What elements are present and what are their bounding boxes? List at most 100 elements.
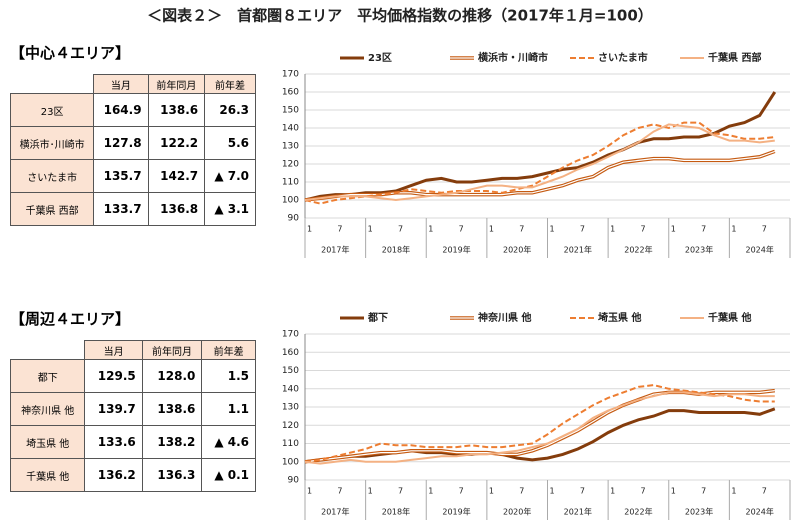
legend-label: 千葉県 他	[708, 311, 751, 324]
summary-table: 当月 前年同月 前年差 都下 129.5 128.0 1.5 神奈川県 他 139.7 138.6…	[9, 340, 256, 492]
legend-label: 横浜市・川崎市	[478, 51, 548, 64]
legend-label: 埼玉県 他	[598, 311, 641, 324]
y-tick-label: 100	[282, 196, 299, 206]
row-label: 神奈川県 他	[9, 392, 86, 426]
x-tick-label: 1	[610, 487, 615, 496]
column-header: 当月	[84, 340, 143, 360]
legend-label: さいたま市	[598, 51, 648, 64]
column-header: 前年差	[204, 74, 256, 94]
cell: 136.8	[147, 192, 206, 226]
cell: 135.7	[93, 159, 149, 193]
x-tick-label: 1	[731, 225, 736, 234]
legend-label: 都下	[367, 311, 388, 324]
x-tick-label: 7	[398, 225, 403, 234]
cell: ▲ 7.0	[204, 159, 256, 193]
cell: 5.6	[204, 126, 256, 160]
x-tick-label: 1	[489, 225, 494, 234]
year-label: 2022年	[624, 245, 652, 255]
x-tick-label: 7	[701, 225, 706, 234]
series-line-inner	[304, 390, 775, 463]
series-line	[304, 91, 777, 202]
x-tick-label: 1	[671, 225, 676, 234]
cell: 26.3	[204, 93, 256, 127]
table-row: 横浜市･川崎市 127.8 122.2 5.6	[9, 126, 256, 160]
cell: 127.8	[93, 126, 149, 160]
x-tick-label: 7	[337, 225, 342, 234]
x-tick-label: 7	[640, 487, 645, 496]
y-tick-label: 150	[282, 366, 299, 376]
empty-cell	[10, 74, 94, 94]
x-tick-label: 7	[701, 487, 706, 496]
y-tick-label: 120	[282, 160, 299, 170]
year-label: 2023年	[685, 507, 713, 517]
x-tick-label: 7	[337, 487, 342, 496]
x-tick-label: 7	[398, 487, 403, 496]
x-tick-label: 7	[459, 487, 464, 496]
column-header: 前年同月	[141, 340, 203, 360]
x-tick-label: 7	[519, 487, 524, 496]
year-label: 2021年	[564, 245, 592, 255]
legend-label: 23区	[368, 52, 392, 64]
x-tick-label: 7	[519, 225, 524, 234]
year-label: 2021年	[564, 507, 592, 517]
y-tick-label: 100	[282, 457, 299, 467]
y-tick-label: 140	[282, 384, 299, 394]
x-tick-label: 1	[307, 225, 312, 234]
column-header: 前年差	[201, 340, 256, 360]
table-row: 千葉県 西部 133.7 136.8 ▲ 3.1	[9, 192, 256, 226]
y-tick-label: 90	[288, 214, 300, 224]
year-label: 2017年	[321, 245, 349, 255]
section-heading: 【中心４エリア】	[10, 44, 131, 62]
row-label: 千葉県 西部	[9, 192, 95, 226]
series-line	[304, 388, 776, 464]
y-tick-label: 110	[282, 439, 299, 449]
y-tick-label: 160	[282, 88, 299, 98]
x-tick-label: 7	[640, 225, 645, 234]
y-tick-label: 120	[282, 421, 299, 431]
x-tick-label: 7	[580, 225, 585, 234]
legend-label: 神奈川県 他	[478, 311, 531, 324]
year-label: 2023年	[685, 245, 713, 255]
cell: 136.2	[84, 458, 143, 492]
x-tick-label: 1	[731, 487, 736, 496]
x-tick-label: 1	[550, 487, 555, 496]
cell: 128.0	[141, 359, 203, 393]
row-label: 横浜市･川崎市	[9, 126, 95, 160]
series-line	[304, 384, 775, 463]
header-row: 当月 前年同月 前年差	[10, 74, 256, 94]
y-tick-label: 150	[282, 106, 299, 116]
x-tick-label: 7	[580, 487, 585, 496]
column-header: 当月	[93, 74, 149, 94]
x-tick-label: 1	[307, 487, 312, 496]
column-header: 前年同月	[147, 74, 206, 94]
x-tick-label: 7	[459, 225, 464, 234]
table-row: 神奈川県 他 139.7 138.6 1.1	[9, 392, 256, 426]
series-line	[304, 121, 775, 205]
x-tick-label: 1	[428, 225, 433, 234]
table-row: さいたま市 135.7 142.7 ▲ 7.0	[9, 159, 256, 193]
cell: ▲ 4.6	[201, 425, 256, 459]
cell: ▲ 0.1	[201, 458, 256, 492]
cell: 138.6	[147, 93, 206, 127]
row-label: 都下	[9, 359, 86, 393]
row-label: 23区	[9, 93, 95, 127]
y-tick-label: 90	[288, 476, 300, 486]
x-tick-label: 1	[428, 487, 433, 496]
legend-label: 千葉県 西部	[708, 51, 761, 64]
cell: 133.7	[93, 192, 149, 226]
y-tick-label: 170	[282, 70, 299, 80]
year-label: 2018年	[382, 245, 410, 255]
empty-cell	[10, 340, 85, 360]
year-label: 2019年	[442, 245, 470, 255]
x-tick-label: 1	[671, 487, 676, 496]
row-label: 千葉県 他	[9, 458, 86, 492]
x-tick-label: 1	[368, 225, 373, 234]
row-label: 埼玉県 他	[9, 425, 86, 459]
x-tick-label: 7	[762, 225, 767, 234]
cell: 129.5	[84, 359, 143, 393]
y-tick-label: 160	[282, 348, 299, 358]
year-label: 2024年	[746, 245, 774, 255]
cell: 1.1	[201, 392, 256, 426]
